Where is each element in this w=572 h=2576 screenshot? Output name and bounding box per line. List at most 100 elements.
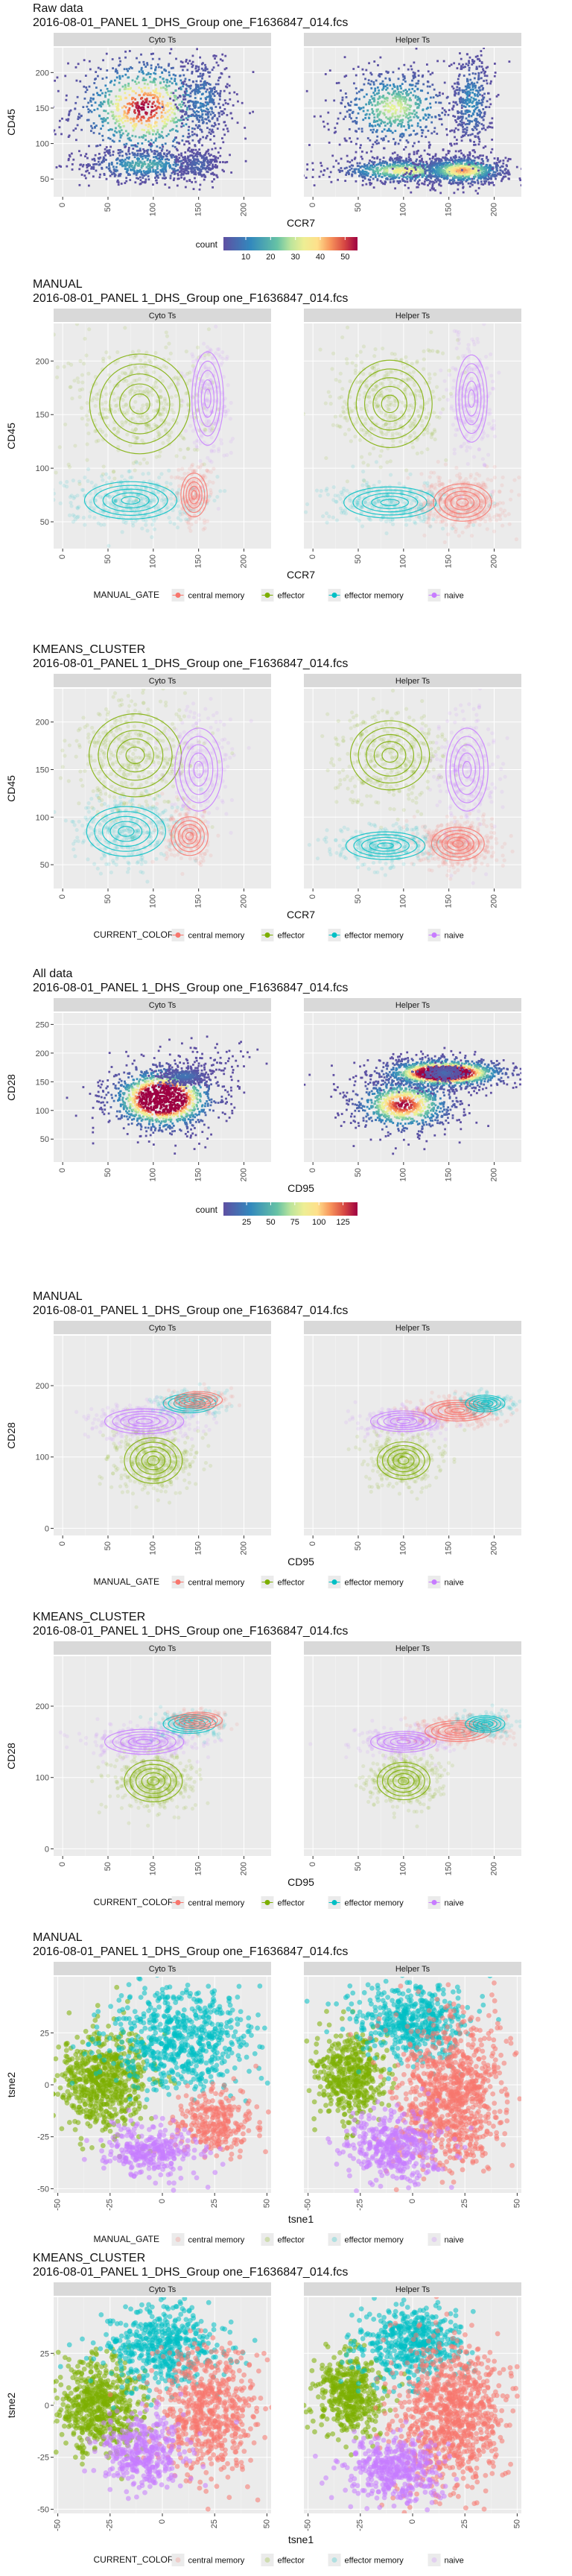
density-cell	[95, 169, 98, 172]
density-cell	[413, 153, 416, 156]
density-cell	[341, 96, 344, 99]
density-cell	[201, 105, 204, 107]
density-cell	[107, 98, 110, 101]
density-cell	[459, 168, 462, 170]
density-cell	[390, 121, 392, 124]
data-point	[93, 404, 98, 408]
density-cell	[128, 161, 131, 164]
density-cell	[457, 112, 460, 114]
density-cell	[201, 116, 204, 119]
density-cell	[450, 172, 453, 175]
density-cell	[93, 160, 96, 162]
density-cell	[155, 112, 158, 114]
density-cell	[210, 89, 213, 92]
density-cell	[177, 158, 179, 161]
density-cell	[308, 144, 311, 146]
density-cell	[150, 139, 153, 142]
density-cell	[401, 95, 404, 98]
density-cell	[313, 115, 316, 118]
density-cell	[346, 171, 349, 174]
density-cell	[419, 101, 422, 104]
density-cell	[112, 117, 115, 120]
density-cell	[410, 133, 413, 136]
density-cell	[191, 139, 194, 142]
density-cell	[139, 148, 142, 151]
density-cell	[211, 128, 214, 131]
density-cell	[141, 142, 144, 145]
density-cell	[95, 124, 98, 127]
density-cell	[413, 72, 416, 75]
density-cell	[468, 110, 471, 113]
density-cell	[202, 62, 204, 65]
density-cell	[148, 132, 151, 135]
density-cell	[191, 181, 194, 183]
density-cell	[492, 171, 495, 174]
density-cell	[206, 171, 209, 174]
density-cell	[410, 165, 413, 167]
density-cell	[446, 171, 448, 174]
density-cell	[203, 87, 206, 90]
density-cell	[413, 179, 416, 182]
density-cell	[456, 86, 459, 89]
density-cell	[146, 62, 149, 65]
density-cell	[460, 98, 463, 101]
density-cell	[147, 125, 150, 128]
density-cell	[165, 88, 168, 91]
density-cell	[474, 171, 477, 174]
density-cell	[354, 104, 357, 106]
density-cell	[414, 133, 417, 136]
data-point	[130, 417, 135, 421]
density-cell	[184, 186, 187, 189]
density-cell	[153, 91, 156, 94]
density-cell	[128, 50, 131, 52]
density-cell	[363, 173, 366, 176]
density-cell	[483, 111, 486, 114]
density-cell	[430, 132, 433, 135]
density-cell	[465, 179, 468, 182]
density-cell	[222, 128, 225, 131]
density-cell	[212, 103, 215, 106]
density-cell	[147, 72, 150, 75]
density-cell	[80, 154, 83, 157]
density-cell	[406, 90, 408, 93]
density-cell	[460, 104, 463, 107]
density-cell	[446, 177, 449, 180]
density-cell	[400, 125, 403, 128]
density-cell	[185, 110, 188, 113]
density-cell	[472, 113, 474, 116]
density-cell	[318, 175, 321, 178]
density-cell	[320, 164, 323, 167]
density-cell	[196, 167, 199, 170]
density-cell	[165, 69, 167, 72]
density-cell	[155, 108, 158, 111]
density-cell	[481, 101, 484, 104]
density-cell	[386, 163, 389, 165]
density-cell	[412, 71, 415, 74]
density-cell	[185, 117, 188, 120]
density-cell	[420, 135, 423, 138]
density-cell	[150, 150, 153, 153]
density-cell	[105, 146, 108, 148]
density-cell	[214, 147, 217, 150]
density-cell	[129, 164, 132, 167]
data-point	[144, 377, 150, 382]
density-cell	[465, 167, 468, 170]
density-cell	[116, 179, 119, 182]
density-cell	[52, 130, 54, 133]
density-cell	[162, 107, 165, 110]
density-cell	[121, 163, 124, 166]
density-cell	[499, 166, 502, 169]
density-cell	[76, 124, 79, 127]
density-cell	[489, 172, 492, 175]
density-cell	[430, 121, 433, 124]
density-cell	[353, 82, 355, 85]
density-cell	[390, 116, 393, 119]
density-cell	[474, 189, 477, 192]
density-cell	[182, 69, 184, 72]
density-cell	[410, 159, 413, 162]
density-cell	[350, 101, 352, 104]
density-cell	[111, 115, 114, 117]
density-cell	[368, 103, 370, 105]
